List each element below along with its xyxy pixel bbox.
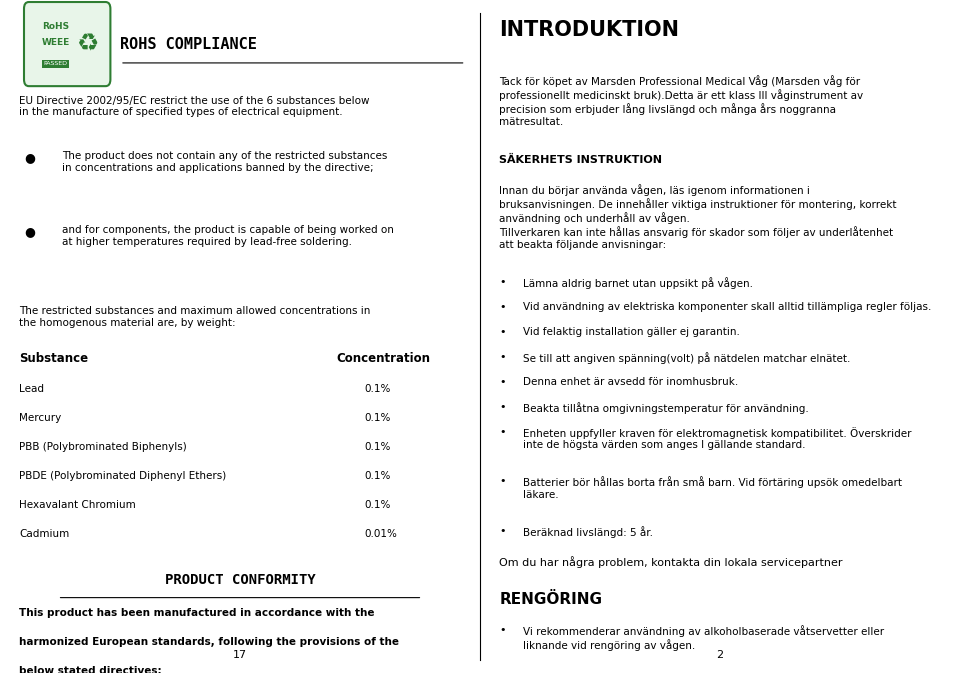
Text: Vid felaktig installation gäller ej garantin.: Vid felaktig installation gäller ej gara…	[523, 327, 740, 337]
Text: Beräknad livslängd: 5 år.: Beräknad livslängd: 5 år.	[523, 526, 653, 538]
Text: 0.1%: 0.1%	[365, 471, 391, 481]
Text: ♻: ♻	[77, 32, 99, 56]
Text: 0.1%: 0.1%	[365, 500, 391, 510]
Text: Denna enhet är avsedd för inomhusbruk.: Denna enhet är avsedd för inomhusbruk.	[523, 377, 738, 387]
Text: harmonized European standards, following the provisions of the: harmonized European standards, following…	[19, 637, 399, 647]
Text: INTRODUKTION: INTRODUKTION	[499, 20, 680, 40]
Text: Lead: Lead	[19, 384, 44, 394]
Text: •: •	[499, 327, 506, 337]
Text: Om du har några problem, kontakta din lokala servicepartner: Om du har några problem, kontakta din lo…	[499, 557, 843, 569]
Text: Concentration: Concentration	[336, 352, 430, 365]
Text: •: •	[499, 427, 506, 437]
Text: PASSED: PASSED	[43, 61, 67, 67]
FancyBboxPatch shape	[24, 2, 110, 86]
Text: Vid användning av elektriska komponenter skall alltid tillämpliga regler följas.: Vid användning av elektriska komponenter…	[523, 302, 931, 312]
Text: The product does not contain any of the restricted substances
in concentrations : The product does not contain any of the …	[62, 151, 388, 173]
Text: RENGÖRING: RENGÖRING	[499, 592, 602, 606]
Text: ●: ●	[24, 151, 35, 164]
Text: •: •	[499, 526, 506, 536]
Text: Innan du börjar använda vågen, läs igenom informationen i
bruksanvisningen. De i: Innan du börjar använda vågen, läs igeno…	[499, 184, 897, 250]
Text: 0.1%: 0.1%	[365, 384, 391, 394]
Text: 0.1%: 0.1%	[365, 413, 391, 423]
Text: ●: ●	[24, 225, 35, 238]
Text: •: •	[499, 277, 506, 287]
Text: Beakta tillåtna omgivningstemperatur för användning.: Beakta tillåtna omgivningstemperatur för…	[523, 402, 809, 414]
Text: Tack för köpet av Marsden Professional Medical Våg (Marsden våg för
professionel: Tack för köpet av Marsden Professional M…	[499, 75, 863, 127]
Text: Se till att angiven spänning(volt) på nätdelen matchar elnätet.: Se till att angiven spänning(volt) på nä…	[523, 352, 851, 364]
Text: SÄKERHETS INSTRUKTION: SÄKERHETS INSTRUKTION	[499, 155, 662, 165]
Text: 0.1%: 0.1%	[365, 442, 391, 452]
Text: 0.01%: 0.01%	[365, 529, 397, 539]
Text: PRODUCT CONFORMITY: PRODUCT CONFORMITY	[164, 573, 316, 587]
Text: below stated directives:: below stated directives:	[19, 666, 162, 673]
Text: The restricted substances and maximum allowed concentrations in
the homogenous m: The restricted substances and maximum al…	[19, 306, 371, 328]
Text: 17: 17	[233, 649, 247, 660]
Text: This product has been manufactured in accordance with the: This product has been manufactured in ac…	[19, 608, 374, 618]
Text: and for components, the product is capable of being worked on
at higher temperat: and for components, the product is capab…	[62, 225, 395, 247]
Text: RoHS: RoHS	[42, 22, 69, 31]
Text: PBB (Polybrominated Biphenyls): PBB (Polybrominated Biphenyls)	[19, 442, 187, 452]
Text: Lämna aldrig barnet utan uppsikt på vågen.: Lämna aldrig barnet utan uppsikt på våge…	[523, 277, 754, 289]
Text: •: •	[499, 302, 506, 312]
Text: Mercury: Mercury	[19, 413, 61, 423]
Text: •: •	[499, 476, 506, 487]
Text: Enheten uppfyller kraven för elektromagnetisk kompatibilitet. Överskrider
inte d: Enheten uppfyller kraven för elektromagn…	[523, 427, 912, 450]
Text: WEEE: WEEE	[41, 38, 70, 47]
Text: 2: 2	[716, 649, 724, 660]
Text: Cadmium: Cadmium	[19, 529, 69, 539]
Text: Batterier bör hållas borta från små barn. Vid förtäring upsök omedelbart
läkare.: Batterier bör hållas borta från små barn…	[523, 476, 902, 500]
Text: •: •	[499, 402, 506, 412]
Text: •: •	[499, 352, 506, 362]
Text: •: •	[499, 377, 506, 387]
Text: Hexavalant Chromium: Hexavalant Chromium	[19, 500, 136, 510]
Text: PBDE (Polybrominated Diphenyl Ethers): PBDE (Polybrominated Diphenyl Ethers)	[19, 471, 227, 481]
Text: Substance: Substance	[19, 352, 88, 365]
Text: •: •	[499, 625, 506, 635]
Text: Vi rekommenderar användning av alkoholbaserade våtservetter eller
liknande vid r: Vi rekommenderar användning av alkoholba…	[523, 625, 884, 651]
Text: ROHS COMPLIANCE: ROHS COMPLIANCE	[120, 36, 257, 52]
Text: EU Directive 2002/95/EC restrict the use of the 6 substances below
in the manufa: EU Directive 2002/95/EC restrict the use…	[19, 96, 370, 117]
